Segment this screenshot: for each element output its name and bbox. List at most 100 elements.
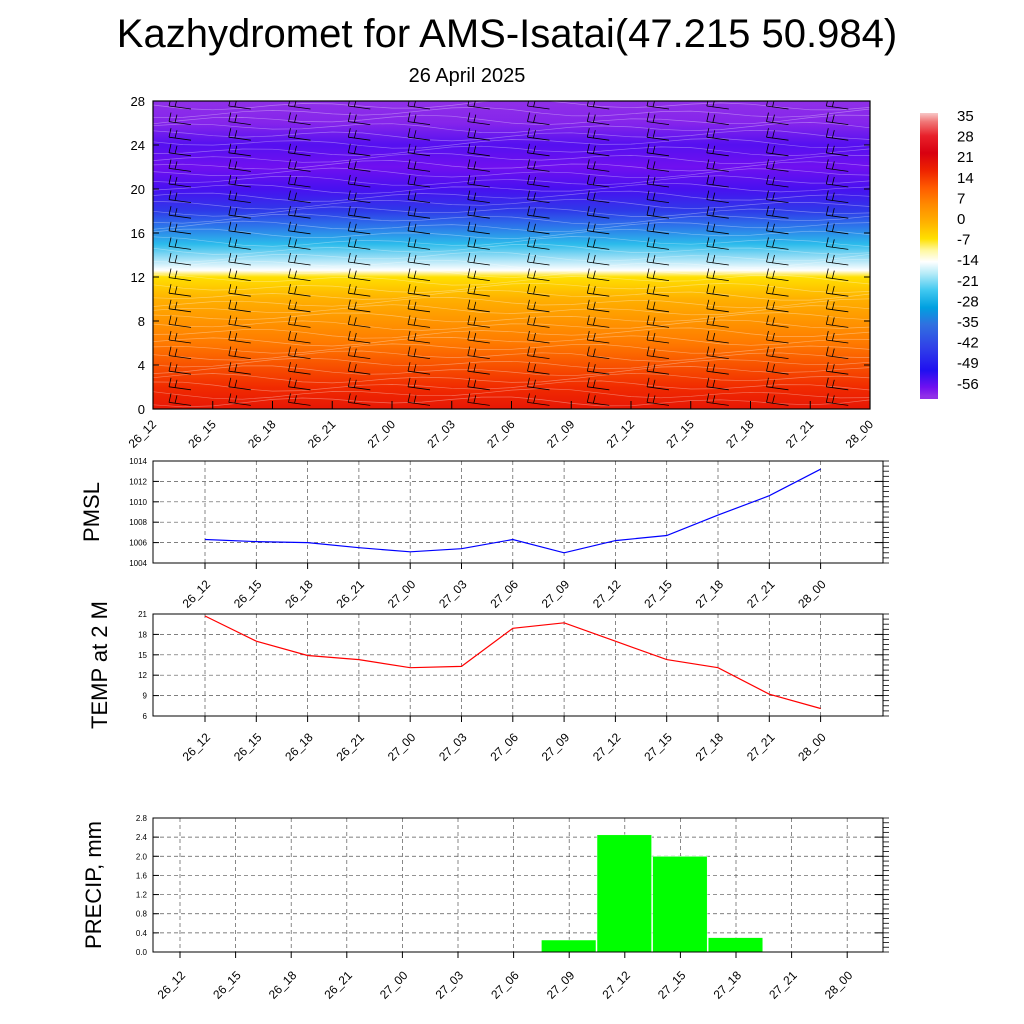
wind-barb-staff	[766, 339, 789, 344]
wind-barb-staff	[826, 355, 849, 359]
wind-barb-staff	[168, 230, 192, 235]
wind-barb-staff	[168, 246, 192, 250]
wind-barb	[168, 206, 192, 219]
wind-barb	[586, 159, 610, 172]
wind-barb	[467, 346, 490, 359]
wind-barb-staff	[228, 292, 251, 297]
wind-barb-staff	[407, 168, 431, 172]
precip-y-label: PRECIP, mm	[81, 821, 106, 949]
wind-barb	[646, 206, 670, 219]
wind-barb-staff	[706, 136, 729, 141]
wind-barb	[586, 315, 610, 328]
wind-barb-flag	[473, 317, 477, 326]
contour-line	[153, 312, 870, 323]
wind-barb	[527, 315, 550, 328]
wind-barb	[168, 252, 192, 266]
wind-barb	[527, 112, 550, 125]
wind-barb-flag	[533, 176, 536, 186]
wind-barb-flag	[646, 393, 650, 403]
wind-barb-staff	[587, 402, 610, 406]
wind-barb-flag	[652, 317, 656, 326]
wind-barb-staff	[467, 386, 490, 391]
wind-barb-flag	[347, 299, 351, 309]
wind-barb-flag	[228, 330, 232, 341]
wind-barb-flag	[467, 159, 471, 169]
wind-barb-flag	[533, 145, 536, 154]
wind-barb-flag	[288, 299, 291, 309]
wind-barb-flag	[706, 362, 710, 372]
wind-barb-flag	[772, 270, 775, 279]
precip-bar	[652, 856, 708, 953]
wind-barb-flag	[228, 252, 232, 263]
wind-barb-staff	[587, 292, 610, 297]
wind-barb-flag	[353, 379, 357, 388]
x-tick-label: 27_15	[641, 577, 675, 611]
wind-barb	[347, 128, 371, 141]
wind-barb-flag	[168, 221, 172, 231]
x-tick-label: 27_06	[488, 968, 522, 1002]
wind-barb-flag	[766, 190, 769, 200]
wind-barb-flag	[234, 379, 238, 388]
wind-barb-staff	[826, 292, 849, 297]
wind-barb	[706, 174, 729, 188]
wind-barb-flag	[407, 159, 411, 169]
wind-barb-flag	[288, 377, 291, 387]
wind-barb-flag	[168, 174, 172, 185]
wind-barb	[168, 112, 192, 125]
wind-barb	[168, 362, 192, 375]
wind-barb-flag	[353, 270, 357, 279]
wind-barb-flag	[473, 145, 477, 154]
wind-barb-staff	[348, 230, 371, 235]
pmsl-axes: 1004 1006 1008 1010 1012 1014 26_12 26_15 26_18 2…	[129, 457, 889, 611]
y-tick-label: 1.2	[136, 891, 148, 900]
wind-barb-flag	[772, 348, 775, 357]
wind-barb-flag	[712, 239, 716, 248]
wind-barb-flag	[413, 192, 417, 201]
heatmap-x-tick-label: 26_18	[245, 417, 279, 451]
heatmap-x-tick-label: 27_06	[484, 417, 518, 451]
colorbar-label: -35	[957, 314, 979, 331]
wind-barb-flag	[533, 395, 536, 404]
heatmap-panel: 0 4 8 12 16 20 24 28 26_12 26_15 26_18 26_21 27_00 2…	[126, 94, 877, 451]
contour-line	[153, 122, 870, 133]
wind-barb-flag	[706, 206, 710, 216]
wind-barb-flag	[168, 159, 172, 169]
wind-barb-flag	[407, 362, 411, 372]
wind-barb	[586, 252, 610, 266]
wind-barb	[467, 268, 490, 281]
wind-barb	[527, 143, 550, 157]
wind-barb	[825, 393, 849, 406]
wind-barb-staff	[168, 152, 192, 157]
wind-barb-staff	[288, 199, 311, 203]
wind-barb-flag	[831, 239, 835, 248]
wind-barb-flag	[228, 128, 232, 138]
wind-barb-staff	[467, 199, 490, 203]
wind-barb-flag	[586, 362, 590, 372]
wind-barb	[407, 299, 431, 313]
wind-barb-staff	[348, 308, 371, 313]
wind-barb-staff	[228, 339, 251, 344]
wind-barb-flag	[234, 101, 237, 108]
wind-barb-flag	[228, 190, 232, 200]
wind-barb	[825, 206, 849, 219]
wind-barb	[168, 237, 192, 250]
wind-barb-flag	[168, 237, 172, 247]
wind-barb-flag	[772, 114, 775, 123]
wind-barb-flag	[473, 101, 476, 108]
wind-barb	[825, 346, 849, 359]
wind-barb-flag	[473, 223, 477, 232]
wind-barb	[467, 330, 490, 344]
wind-barb-staff	[228, 386, 251, 391]
wind-barb-flag	[353, 208, 357, 217]
wind-barb-flag	[533, 301, 536, 310]
wind-barb-flag	[353, 301, 357, 310]
wind-barb-flag	[294, 130, 297, 139]
wind-barb	[586, 237, 610, 250]
wind-barb-flag	[646, 190, 650, 200]
wind-barb-flag	[168, 330, 172, 341]
wind-barb	[168, 159, 192, 172]
wind-barb-flag	[831, 208, 835, 217]
wind-barb-flag	[473, 254, 477, 264]
wind-barb-flag	[234, 270, 238, 279]
contour-line	[153, 372, 870, 384]
